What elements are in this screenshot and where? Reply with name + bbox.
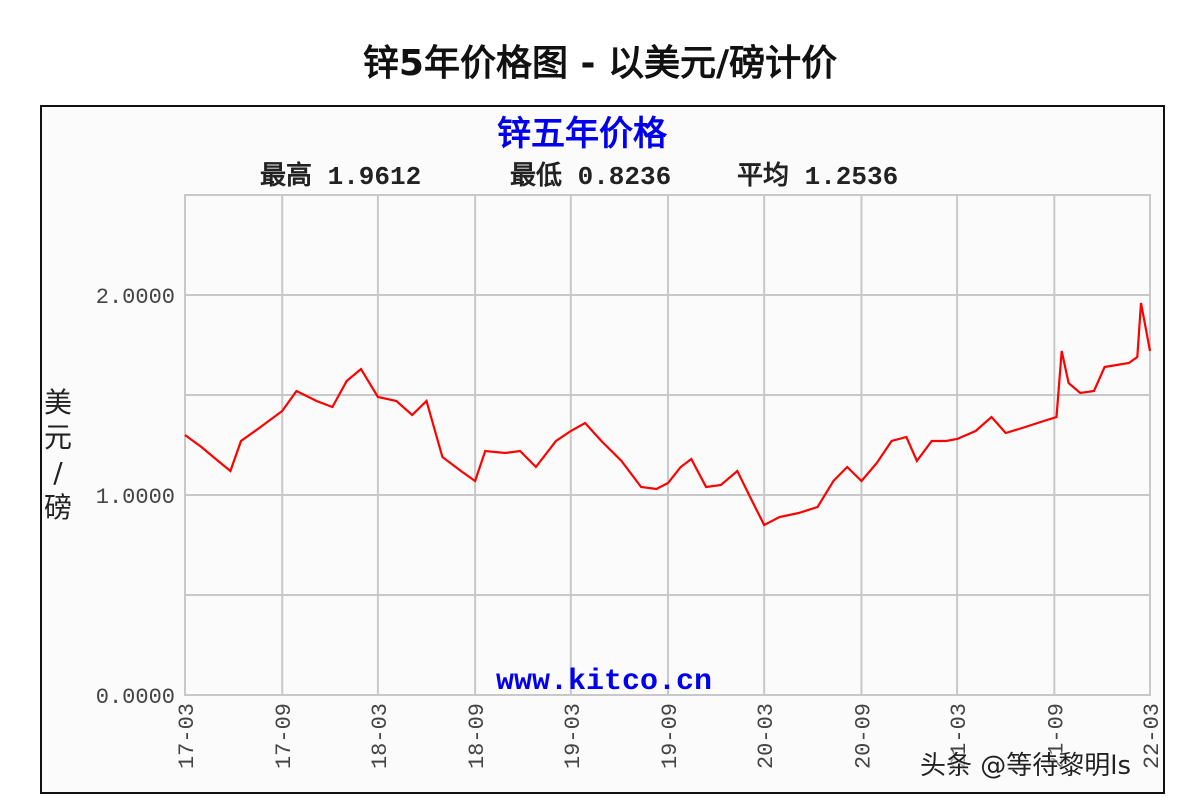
- x-tick-label: 20-09: [851, 703, 876, 769]
- x-tick-label: 21-03: [947, 703, 972, 769]
- x-tick-label: 18-03: [368, 703, 393, 769]
- zinc-price-chart: 锌五年价格 最高 1.9612 最低 0.8236 平均 1.2536 0.0000…: [44, 114, 1163, 769]
- stat-1: 最低 0.8236: [510, 161, 671, 192]
- chart-title: 锌五年价格: [497, 114, 668, 154]
- x-tick-label: 19-03: [561, 703, 586, 769]
- price-line: [184, 302, 1152, 527]
- chart-frame: 锌五年价格 最高 1.9612 最低 0.8236 平均 1.2536 0.0000…: [40, 105, 1165, 794]
- watermark: 头条 @等待黎明ls: [920, 751, 1132, 781]
- x-tick-label: 17-09: [272, 703, 297, 769]
- x-tick-label: 18-09: [465, 703, 490, 769]
- source-label: www.kitco.cn: [496, 665, 712, 699]
- y-tick-label: 0.0000: [96, 685, 175, 710]
- y-axis-label-char: 磅: [44, 491, 72, 524]
- y-axis-label-char: 元: [44, 421, 72, 454]
- y-axis-label-char: /: [53, 456, 63, 489]
- x-tick-label: 19-09: [658, 703, 683, 769]
- stat-0: 最高 1.9612: [260, 160, 421, 192]
- y-axis-label-char: 美: [44, 386, 72, 419]
- page-title: 锌5年价格图 - 以美元/磅计价: [362, 43, 838, 84]
- x-tick-label: 21-09: [1044, 703, 1069, 769]
- x-tick-label: 22-03: [1140, 703, 1163, 769]
- x-tick-label: 17-03: [175, 703, 200, 769]
- y-tick-label: 1.0000: [96, 485, 175, 510]
- stat-2: 平均 1.2536: [737, 161, 898, 192]
- x-tick-label: 20-03: [754, 703, 779, 769]
- y-tick-label: 2.0000: [96, 285, 175, 310]
